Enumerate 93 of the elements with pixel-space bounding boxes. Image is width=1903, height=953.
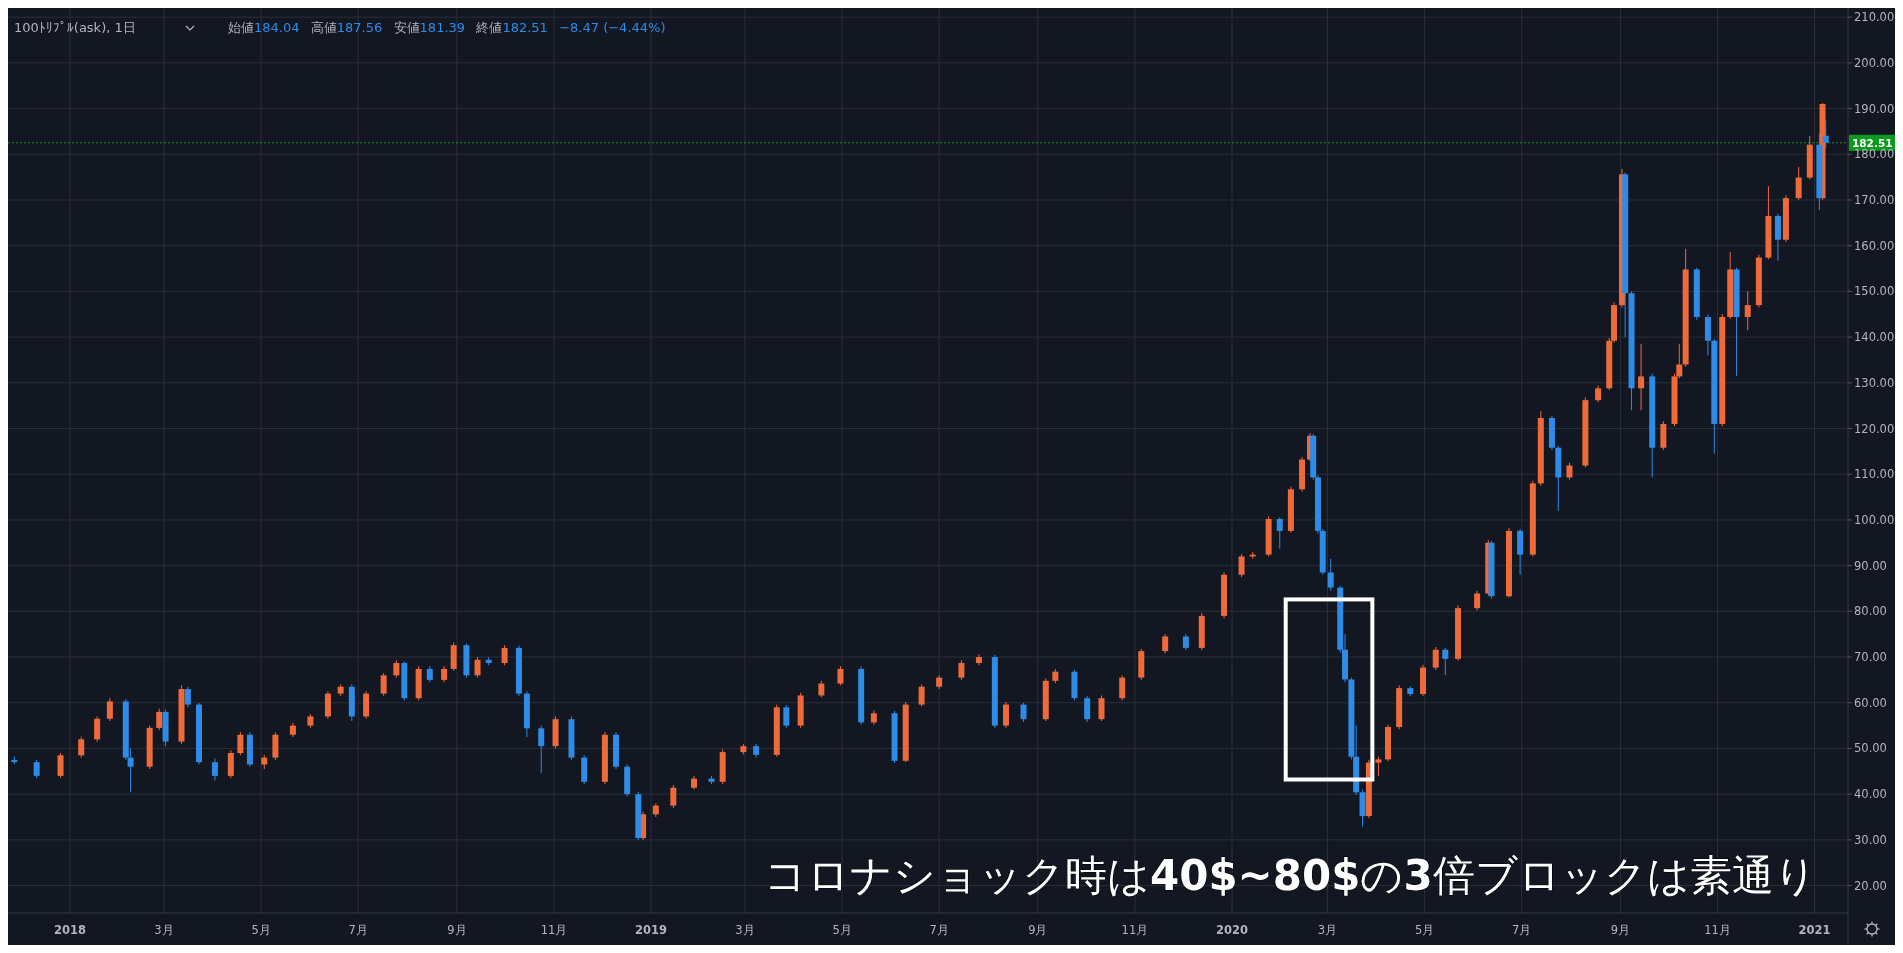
candlestick	[1744, 290, 1751, 331]
candlestick	[1375, 756, 1382, 777]
annotation: 安値181.39	[393, 20, 466, 35]
candlestick	[1660, 420, 1667, 451]
y-tick-label: 170.00	[1854, 192, 1895, 207]
candlestick	[1638, 343, 1645, 411]
candlestick	[156, 708, 163, 731]
y-tick-label: 30.00	[1854, 832, 1887, 847]
x-tick-label: 7月	[929, 923, 949, 937]
candlestick	[106, 697, 113, 722]
annotation: −8.47 (−4.44%)	[559, 20, 666, 35]
candlestick	[1276, 516, 1283, 550]
candlestick	[474, 656, 481, 679]
x-tick-label: 11月	[540, 923, 568, 937]
y-tick-label: 40.00	[1854, 787, 1887, 802]
annotation: 始値184.04	[228, 20, 300, 35]
candlestick	[975, 653, 982, 666]
candlestick	[1359, 789, 1366, 828]
y-tick-label: 200.00	[1854, 55, 1895, 70]
candlestick	[1020, 702, 1027, 723]
annotation: 高値187.56	[310, 20, 383, 35]
y-tick-label: 120.00	[1854, 421, 1895, 436]
candlestick	[1774, 213, 1781, 262]
y-tick-label: 50.00	[1854, 741, 1887, 756]
candlestick	[670, 784, 677, 809]
x-tick-label: 5月	[1414, 923, 1435, 937]
candlestick	[227, 749, 234, 779]
y-tick-label: 90.00	[1854, 558, 1887, 573]
x-tick-label: 11月	[1121, 923, 1149, 937]
y-tick-label: 180.00	[1854, 147, 1895, 162]
candlestick	[272, 731, 279, 761]
annotation: コロナショック時は40$~80$の3倍ブロックは素通り	[763, 851, 1817, 901]
x-tick-label: 2018	[54, 923, 87, 937]
x-tick-label: 9月	[1610, 923, 1631, 937]
y-tick-label: 80.00	[1854, 604, 1887, 619]
y-tick-label: 20.00	[1854, 878, 1887, 893]
y-tick-label: 70.00	[1854, 650, 1887, 665]
candlestick	[1822, 119, 1829, 149]
candlestick	[783, 704, 790, 729]
candlestick	[211, 758, 218, 781]
x-tick-label: 3月	[154, 923, 174, 937]
candlestick	[1119, 674, 1126, 701]
x-tick-label: 2019	[635, 923, 668, 937]
candlestick	[1432, 646, 1439, 671]
x-tick-label: 9月	[447, 923, 467, 937]
text: 100ﾄﾘﾌﾟﾙ(ask), 1日	[14, 20, 136, 35]
candlestick	[538, 725, 545, 774]
candlestick	[958, 659, 965, 681]
candlestick	[918, 683, 925, 707]
candlestick	[837, 665, 844, 686]
candlestick	[1098, 694, 1105, 722]
x-tick-label: 3月	[1317, 923, 1338, 937]
y-tick-label: 150.00	[1854, 284, 1895, 299]
x-tick-label: 2020	[1216, 923, 1249, 937]
y-tick-label: 190.00	[1854, 101, 1895, 116]
x-tick-label: 7月	[348, 923, 368, 937]
candlestick	[57, 752, 64, 779]
y-tick-label: 130.00	[1854, 375, 1895, 390]
annotation: 終値182.51	[475, 20, 548, 35]
y-tick-label: 210.00	[1854, 10, 1895, 25]
candlestick	[501, 644, 508, 666]
candlestick	[1442, 647, 1449, 676]
candlestick	[78, 736, 85, 759]
candlestick	[1238, 553, 1245, 578]
candlestick	[1327, 558, 1334, 592]
candlestick	[94, 715, 101, 743]
ref-line-label: 182.51	[1852, 136, 1893, 149]
candlestick	[1084, 695, 1091, 723]
candlestick	[33, 759, 40, 779]
x-tick-label: 3月	[735, 923, 755, 937]
x-tick-label: 9月	[1028, 923, 1048, 937]
candlestick	[1002, 701, 1009, 729]
y-tick-label: 100.00	[1854, 512, 1895, 527]
x-tick-label: 11月	[1704, 923, 1731, 937]
candlestick	[1162, 633, 1169, 654]
candlestick	[380, 672, 387, 697]
x-tick-label: 7月	[1512, 923, 1532, 937]
candlestick	[324, 690, 331, 720]
y-tick-label: 60.00	[1854, 695, 1887, 710]
candlestick	[1474, 590, 1481, 611]
x-tick-label: 2021	[1798, 923, 1831, 937]
y-tick-label: 160.00	[1854, 238, 1895, 253]
candlestick	[237, 731, 244, 756]
candlestick	[184, 686, 191, 708]
y-tick-label: 140.00	[1854, 330, 1895, 345]
candlestick	[1795, 166, 1802, 201]
candlestick	[363, 690, 370, 720]
candlestick	[450, 641, 457, 672]
x-tick-label: 5月	[832, 923, 852, 937]
candlestick	[1704, 313, 1711, 356]
candlestick	[1517, 528, 1524, 576]
y-tick-label: 110.00	[1854, 467, 1895, 482]
x-tick-label: 5月	[251, 923, 271, 937]
